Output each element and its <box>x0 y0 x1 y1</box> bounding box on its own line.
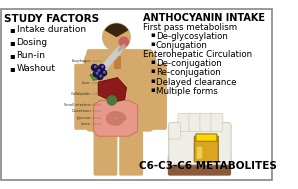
Polygon shape <box>92 66 104 74</box>
FancyBboxPatch shape <box>94 122 117 176</box>
Circle shape <box>96 72 98 74</box>
Circle shape <box>104 71 105 73</box>
Text: Small intestine: Small intestine <box>64 103 91 107</box>
FancyBboxPatch shape <box>169 122 181 139</box>
FancyBboxPatch shape <box>211 113 223 132</box>
Circle shape <box>99 64 105 70</box>
Circle shape <box>93 71 99 77</box>
Circle shape <box>97 74 103 80</box>
Ellipse shape <box>140 51 157 77</box>
FancyBboxPatch shape <box>111 40 121 57</box>
Circle shape <box>101 70 107 76</box>
Circle shape <box>94 66 96 67</box>
Text: STUDY FACTORS: STUDY FACTORS <box>4 14 99 24</box>
Text: Washout: Washout <box>16 64 55 73</box>
FancyBboxPatch shape <box>148 64 167 130</box>
Circle shape <box>103 23 130 51</box>
FancyBboxPatch shape <box>169 122 231 165</box>
Text: ▪: ▪ <box>150 59 155 65</box>
Text: De-glycosylation: De-glycosylation <box>156 32 228 41</box>
Text: Re-conjugation: Re-conjugation <box>156 68 221 77</box>
FancyBboxPatch shape <box>189 113 201 132</box>
Text: Conjugation: Conjugation <box>156 41 208 50</box>
Text: Esophagus: Esophagus <box>72 59 91 63</box>
Ellipse shape <box>83 51 100 77</box>
Circle shape <box>91 64 97 70</box>
FancyBboxPatch shape <box>178 113 190 132</box>
Text: ▪: ▪ <box>150 32 155 38</box>
FancyBboxPatch shape <box>194 136 218 162</box>
Text: De-conjugation: De-conjugation <box>156 59 222 68</box>
Text: ▪: ▪ <box>9 38 15 47</box>
Circle shape <box>95 68 101 74</box>
Text: ▪: ▪ <box>9 51 15 60</box>
Text: Multiple forms: Multiple forms <box>156 87 218 96</box>
Circle shape <box>119 37 128 46</box>
Polygon shape <box>98 77 127 102</box>
Text: ▪: ▪ <box>9 64 15 73</box>
FancyBboxPatch shape <box>196 134 217 141</box>
Wedge shape <box>105 23 128 37</box>
Text: Gallbladder: Gallbladder <box>70 92 91 96</box>
Text: Delayed clearance: Delayed clearance <box>156 77 236 87</box>
Circle shape <box>98 70 100 71</box>
Text: ▪: ▪ <box>150 87 155 93</box>
Circle shape <box>100 75 101 77</box>
Text: Enterohepatic Circulation: Enterohepatic Circulation <box>143 50 252 59</box>
Polygon shape <box>94 101 138 136</box>
FancyBboxPatch shape <box>74 64 94 130</box>
Text: First pass metabolism: First pass metabolism <box>143 22 237 32</box>
FancyBboxPatch shape <box>200 113 212 132</box>
Text: Ileum: Ileum <box>81 122 91 126</box>
Text: ▪: ▪ <box>150 77 155 84</box>
FancyBboxPatch shape <box>197 147 202 159</box>
FancyBboxPatch shape <box>119 122 143 176</box>
FancyBboxPatch shape <box>168 156 231 176</box>
Text: Liver: Liver <box>82 81 91 85</box>
Text: Dosing: Dosing <box>16 38 48 47</box>
Text: ▪: ▪ <box>9 25 15 34</box>
Text: ▪: ▪ <box>150 41 155 47</box>
Text: Duodenum: Duodenum <box>71 109 91 113</box>
Text: ▪: ▪ <box>150 68 155 74</box>
FancyBboxPatch shape <box>114 56 121 69</box>
Text: Jejunum: Jejunum <box>76 116 91 120</box>
Circle shape <box>102 66 103 67</box>
Polygon shape <box>90 73 102 80</box>
Text: Intake duration: Intake duration <box>16 25 86 34</box>
Text: C6-C3-C6 METABOLITES: C6-C3-C6 METABOLITES <box>139 161 277 171</box>
FancyBboxPatch shape <box>86 49 153 132</box>
Text: ANTHOCYANIN INTAKE: ANTHOCYANIN INTAKE <box>143 13 265 23</box>
Text: Run-in: Run-in <box>16 51 46 60</box>
Circle shape <box>107 96 117 105</box>
